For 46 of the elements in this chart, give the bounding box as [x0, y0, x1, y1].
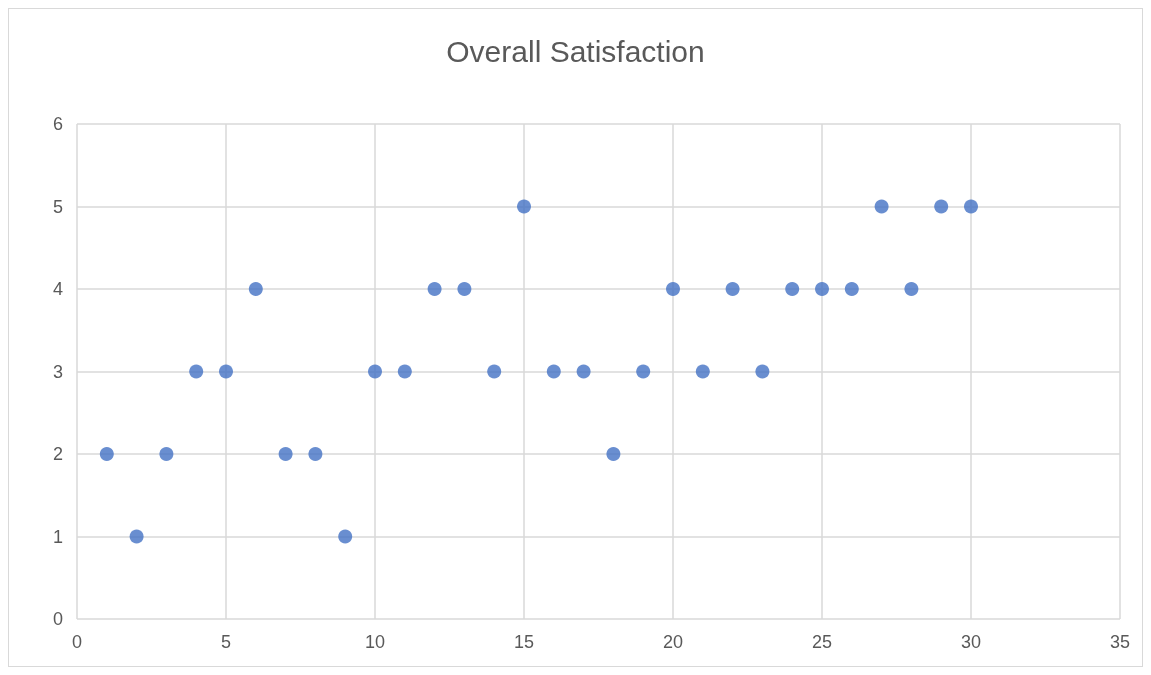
point: [278, 447, 293, 461]
x-tick-label: 20: [662, 632, 684, 652]
point: [725, 282, 740, 296]
point: [844, 282, 859, 296]
point: [755, 364, 770, 379]
point: [874, 199, 889, 214]
x-tick-label: 30: [960, 632, 982, 652]
point: [636, 364, 651, 379]
y-tick-label: 6: [52, 114, 63, 134]
point: [576, 364, 591, 379]
point: [904, 282, 919, 296]
x-tick-label: 15: [513, 632, 535, 652]
point: [338, 529, 353, 544]
point: [99, 447, 114, 461]
point: [934, 199, 949, 214]
point: [695, 364, 710, 379]
point: [129, 529, 144, 544]
x-tick-label: 5: [220, 632, 232, 652]
y-tick-label: 2: [52, 444, 63, 464]
point: [666, 282, 680, 296]
point: [517, 199, 531, 214]
point: [248, 282, 263, 296]
point: [487, 364, 502, 379]
y-tick-label: 3: [52, 361, 63, 382]
y-tick-label: 1: [52, 526, 63, 547]
chart-title: Overall Satisfaction: [446, 34, 705, 68]
point: [219, 364, 233, 379]
x-tick-label: 25: [811, 632, 833, 652]
y-tick-label: 5: [52, 196, 63, 217]
x-tick-label: 10: [364, 632, 386, 652]
point: [457, 282, 472, 296]
point: [189, 364, 204, 379]
point: [397, 364, 412, 379]
x-tick-label: 0: [71, 632, 83, 652]
point: [964, 199, 978, 214]
point: [606, 447, 621, 461]
point: [368, 364, 382, 379]
point: [815, 282, 829, 296]
point: [308, 447, 323, 461]
y-tick-label: 0: [52, 609, 63, 629]
point: [427, 282, 442, 296]
x-tick-label: 35: [1109, 632, 1131, 652]
point: [785, 282, 800, 296]
y-tick-label: 4: [52, 279, 63, 299]
point: [159, 447, 174, 461]
point: [546, 364, 561, 379]
